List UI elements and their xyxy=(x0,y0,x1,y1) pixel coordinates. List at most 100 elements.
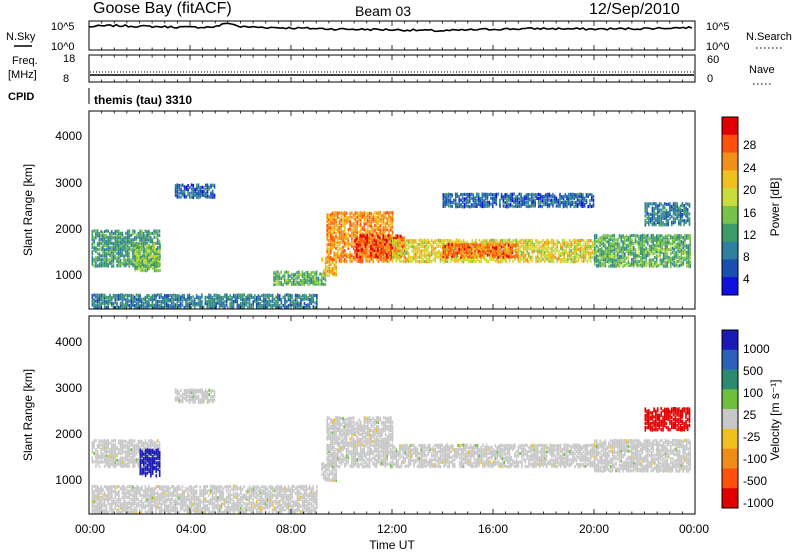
heatmap-cell xyxy=(345,211,348,215)
heatmap-cell xyxy=(406,243,408,247)
heatmap-cell xyxy=(441,255,444,260)
heatmap-cell xyxy=(317,278,320,282)
heatmap-cell xyxy=(524,245,527,249)
heatmap-cell xyxy=(283,270,286,275)
heatmap-cell xyxy=(416,247,419,251)
heatmap-cell xyxy=(148,262,151,266)
heatmap-cell xyxy=(257,294,260,298)
heatmap-cell xyxy=(139,235,141,239)
heatmap-cell xyxy=(151,238,154,242)
heatmap-cell xyxy=(392,253,394,257)
heatmap-cell xyxy=(617,250,619,254)
heatmap-cell xyxy=(312,295,315,300)
heatmap-cell xyxy=(477,194,480,198)
heatmap-cell xyxy=(528,253,530,257)
heatmap-cell xyxy=(123,297,125,301)
heatmap-cell xyxy=(155,268,158,273)
heatmap-cell xyxy=(670,252,672,256)
heatmap-cell xyxy=(324,267,327,271)
heatmap-cell xyxy=(537,204,540,208)
heatmap-cell xyxy=(231,298,233,302)
heatmap-cell xyxy=(257,301,260,306)
heatmap-cell xyxy=(402,238,405,242)
heatmap-cell xyxy=(434,251,436,255)
heatmap-cell xyxy=(206,195,209,199)
heatmap-cell xyxy=(439,251,442,255)
heatmap-cell xyxy=(580,199,582,203)
heatmap-cell xyxy=(255,297,258,302)
heatmap-cell xyxy=(528,247,530,251)
heatmap-cell xyxy=(560,195,563,199)
heatmap-cell xyxy=(627,254,630,258)
heatmap-cell xyxy=(128,251,131,255)
heatmap-cell xyxy=(546,195,549,199)
heatmap-cell xyxy=(553,199,556,203)
heatmap-cell xyxy=(453,253,455,257)
heatmap-cell xyxy=(653,202,655,206)
heatmap-cell xyxy=(342,240,344,245)
heatmap-cell xyxy=(634,248,637,252)
heatmap-cell xyxy=(93,260,95,264)
heatmap-cell xyxy=(552,199,554,203)
heatmap-cell xyxy=(684,235,686,240)
heatmap-cell xyxy=(139,265,142,269)
heatmap-cell xyxy=(655,262,658,266)
heatmap-cell xyxy=(498,241,500,245)
heatmap-cell xyxy=(338,257,341,261)
heatmap-cell xyxy=(463,255,466,259)
heatmap-cell xyxy=(358,259,360,263)
heatmap-cell xyxy=(536,241,539,245)
heatmap-cell xyxy=(335,234,337,238)
heatmap-cell xyxy=(608,242,610,246)
heatmap-cell xyxy=(678,208,680,212)
heatmap-cell xyxy=(669,204,671,208)
heatmap-cell xyxy=(261,304,263,308)
heatmap-cell xyxy=(105,233,108,238)
heatmap-cell xyxy=(507,255,510,259)
heatmap-cell xyxy=(250,293,253,297)
heatmap-cell xyxy=(359,230,362,234)
heatmap-cell xyxy=(356,240,358,244)
heatmap-cell xyxy=(361,232,364,236)
heatmap-cell xyxy=(583,204,586,208)
heatmap-cell xyxy=(254,297,256,301)
heatmap-cell xyxy=(631,244,633,248)
heatmap-cell xyxy=(477,251,480,255)
heatmap-cell xyxy=(153,297,155,301)
heatmap-cell xyxy=(356,232,358,236)
heatmap-cell xyxy=(393,247,395,251)
heatmap-cell xyxy=(662,242,665,246)
heatmap-cell xyxy=(588,255,590,259)
heatmap-cell xyxy=(204,297,207,301)
heatmap-cell xyxy=(379,213,381,217)
heatmap-cell xyxy=(675,256,677,260)
heatmap-cell xyxy=(105,229,108,233)
heatmap-cell xyxy=(501,257,504,261)
heatmap-cell xyxy=(472,253,475,257)
heatmap-cell xyxy=(568,253,571,257)
heatmap-cell xyxy=(331,228,334,232)
heatmap-cell xyxy=(98,296,101,300)
heatmap-cell xyxy=(100,293,102,297)
heatmap-cell xyxy=(112,295,115,299)
heatmap-cell xyxy=(571,194,574,198)
heatmap-cell xyxy=(372,215,374,219)
heatmap-cell xyxy=(91,260,94,264)
heatmap-cell xyxy=(416,255,419,259)
heatmap-cell xyxy=(95,236,97,240)
heatmap-cell xyxy=(679,218,682,222)
heatmap-cell xyxy=(95,258,97,262)
heatmap-cell xyxy=(604,234,607,238)
heatmap-cell xyxy=(148,249,151,253)
heatmap-cell xyxy=(121,239,124,243)
heatmap-cell xyxy=(488,200,491,204)
heatmap-cell xyxy=(282,295,284,299)
heatmap-cell xyxy=(349,211,351,216)
heatmap-cell xyxy=(393,236,395,240)
heatmap-cell xyxy=(503,258,505,262)
heatmap-cell xyxy=(486,248,489,253)
heatmap-cell xyxy=(375,225,378,229)
heatmap-cell xyxy=(324,256,327,260)
heatmap-cell xyxy=(322,282,325,286)
heatmap-cell xyxy=(501,253,504,257)
